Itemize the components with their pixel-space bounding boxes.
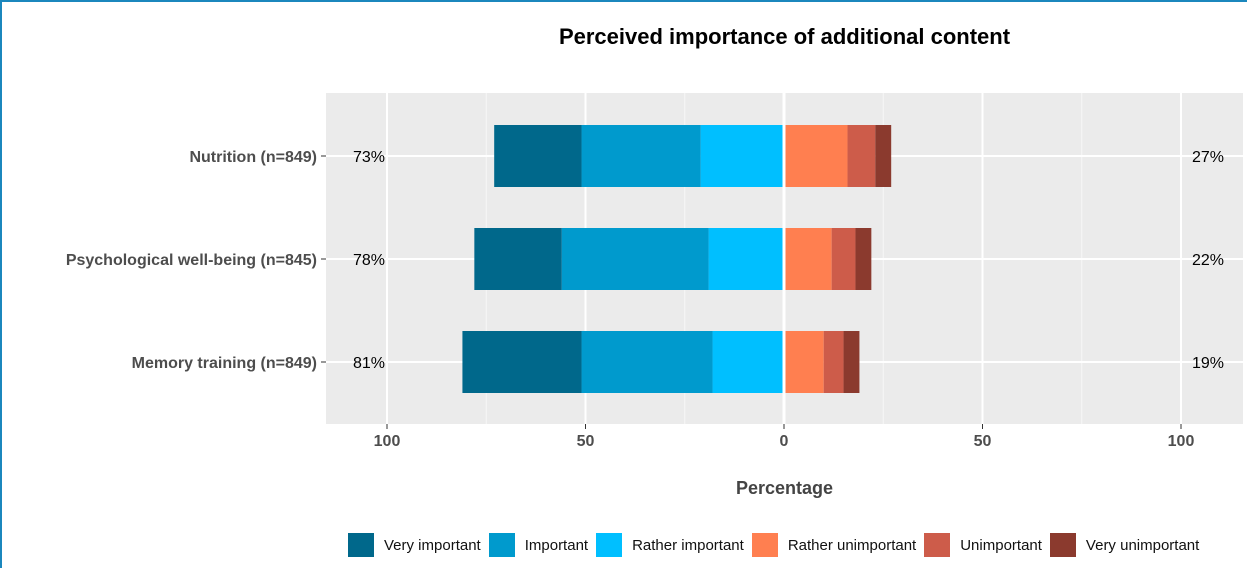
x-axis-label: Percentage [735,478,834,498]
left-total-label: 81% [353,355,385,372]
y-tick-label: Nutrition (n=849) [189,149,317,166]
bar-rather-important [712,331,784,393]
bar-rather-important [700,125,784,187]
chart-title: Perceived importance of additional conte… [558,24,1011,49]
legend-label: Rather important [632,536,744,554]
legend-swatch [924,533,951,557]
bar-very-important [462,331,582,393]
legend-swatch [1049,533,1076,557]
right-total-label: 22% [1192,252,1224,269]
y-tick-label: Memory training (n=849) [132,355,317,372]
bar-rather-unimportant [784,228,832,290]
bar-important [581,331,713,393]
legend-label: Rather unimportant [787,536,917,554]
legend-swatch [751,533,778,557]
bar-important [561,228,709,290]
x-tick-label: 50 [577,433,595,450]
bar-very-unimportant [855,228,872,290]
bar-rather-important [708,228,784,290]
x-tick-label: 0 [780,433,789,450]
bar-important [581,125,701,187]
bar-rather-unimportant [784,125,848,187]
bar-unimportant [831,228,856,290]
legend-item: Unimportant [924,533,1042,557]
x-tick-label: 50 [974,433,992,450]
legend-item: Rather important [596,533,744,557]
legend-swatch [596,533,623,557]
legend-item: Very important [348,533,481,557]
bar-very-unimportant [843,331,860,393]
bar-very-unimportant [875,125,892,187]
x-tick-label: 100 [374,433,401,450]
legend-item: Important [488,533,589,557]
right-total-label: 27% [1192,149,1224,166]
bar-very-important [474,228,562,290]
legend-item: Very unimportant [1049,533,1200,557]
y-tick-label: Psychological well-being (n=845) [66,252,317,269]
legend-label: Important [524,536,589,554]
bar-very-important [494,125,582,187]
bar-unimportant [823,331,844,393]
left-total-label: 73% [353,149,385,166]
legend-swatch [488,533,515,557]
x-tick-label: 100 [1168,433,1195,450]
legend-item: Rather unimportant [751,533,917,557]
left-total-label: 78% [353,252,385,269]
legend-swatch [348,533,374,557]
right-total-label: 19% [1192,355,1224,372]
bar-unimportant [847,125,876,187]
legend-label: Very unimportant [1085,536,1200,554]
legend-label: Unimportant [960,536,1042,554]
bar-rather-unimportant [784,331,824,393]
legend-label: Very important [384,536,481,554]
chart-legend: Very important Important Rather important R… [348,533,1207,557]
